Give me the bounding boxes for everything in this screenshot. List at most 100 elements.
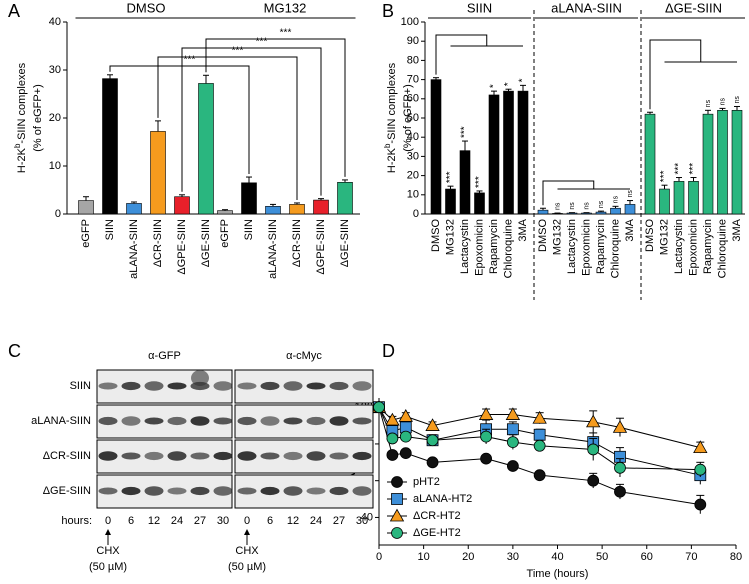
marker — [426, 434, 439, 447]
bar — [537, 209, 549, 215]
hour-label: 24 — [310, 515, 322, 527]
series-line — [378, 407, 701, 506]
x-tick-label: Rapamycin — [595, 219, 607, 274]
blot-band — [329, 416, 349, 426]
blot-band — [329, 486, 349, 496]
blot-band — [260, 486, 280, 496]
blot-band — [352, 417, 372, 425]
bracket — [205, 38, 346, 177]
bar — [78, 200, 94, 215]
bracket-label: *** — [232, 46, 244, 57]
hour-label: 27 — [194, 515, 206, 527]
bar — [445, 188, 456, 215]
x-tick-label: ΔGE-SIIN — [200, 219, 212, 267]
blot-strip — [234, 369, 374, 404]
comparison-bracket — [542, 180, 630, 206]
y-tick-label: 20 — [407, 170, 419, 182]
hour-label: 30 — [217, 515, 229, 527]
x-tick-label: 3MA — [731, 218, 743, 241]
blot-band — [352, 486, 372, 496]
panel-label: C — [8, 341, 21, 361]
x-tick-label: ΔCR-SIIN — [152, 219, 164, 267]
bar — [430, 79, 442, 215]
legend-marker — [391, 527, 403, 539]
y-tick-label: 90 — [407, 35, 419, 47]
x-tick-label: Chloroquine — [716, 219, 728, 278]
significance: ns — [554, 202, 561, 210]
legend-label: ΔGE-HT2 — [413, 527, 461, 539]
x-tick-label: 40 — [551, 551, 563, 563]
group-label: SIIN — [467, 0, 492, 15]
bar — [595, 211, 607, 215]
blot-band — [98, 382, 118, 390]
blot-strip — [234, 474, 374, 509]
hour-label: 24 — [171, 515, 183, 527]
y-tick-label: 70 — [407, 74, 419, 86]
blot-smudge — [191, 370, 209, 386]
y-tick-label: 40 — [49, 16, 61, 28]
bar — [503, 90, 514, 215]
bar — [217, 210, 233, 215]
x-tick-label: 80 — [730, 551, 742, 563]
marker — [506, 460, 519, 472]
legend-marker — [391, 493, 403, 505]
blot-band — [283, 486, 303, 496]
marker — [425, 418, 440, 431]
bar — [717, 110, 728, 215]
y-axis-label-part: -SIIN complexes — [16, 62, 28, 143]
x-tick-label: ΔCR-SIIN — [291, 219, 303, 267]
marker — [385, 412, 400, 426]
hours-label: hours: — [61, 515, 92, 527]
x-tick-label: eGFP — [80, 219, 92, 248]
marker — [587, 474, 600, 487]
blot-band — [167, 416, 187, 426]
x-tick-label: aLANA-SIIN — [128, 219, 140, 279]
blot-band — [98, 487, 118, 495]
significance: *** — [445, 171, 456, 183]
marker — [506, 423, 519, 436]
blot-band — [144, 451, 164, 461]
bracket-label: *** — [256, 37, 268, 48]
marker — [373, 401, 385, 414]
blot-band — [237, 487, 257, 495]
x-tick-label: ΔGPE-SIIN — [315, 219, 327, 275]
blot-band — [213, 417, 233, 425]
hour-label: 30 — [356, 515, 368, 527]
significance: *** — [460, 126, 471, 138]
series-line — [378, 406, 701, 449]
treatment-label: CHX — [235, 545, 259, 557]
significance: *** — [474, 176, 485, 188]
x-tick-label: 70 — [685, 551, 697, 563]
marker — [505, 407, 521, 420]
x-tick-label: 20 — [462, 551, 474, 563]
bracket — [157, 56, 298, 200]
arrow-head — [244, 529, 250, 535]
blot-band — [329, 452, 349, 460]
x-tick-label: DMSO — [537, 219, 549, 252]
bar — [673, 181, 685, 215]
blot-band — [352, 451, 372, 461]
blot-band — [98, 451, 118, 461]
marker — [612, 420, 628, 433]
group-label: MG132 — [264, 0, 307, 15]
significance: ns — [719, 98, 726, 106]
x-tick-label: DMSO — [644, 219, 656, 252]
blot-band — [237, 416, 257, 426]
x-tick-label: MG132 — [551, 219, 563, 255]
marker — [614, 461, 626, 474]
x-tick-label: 0 — [376, 551, 382, 563]
blot-band — [260, 381, 280, 391]
significance: ns — [598, 200, 605, 208]
hour-label: 0 — [105, 515, 111, 527]
x-tick-label: Lactacystin — [673, 219, 685, 274]
bar — [150, 131, 166, 215]
bar — [198, 83, 214, 215]
x-tick-label: 3MA — [624, 218, 636, 241]
blot-band — [121, 452, 141, 460]
significance: ns — [612, 195, 619, 203]
x-tick-label: SIIN — [243, 219, 255, 240]
bar — [644, 113, 656, 215]
marker — [399, 447, 412, 460]
x-tick-label: Rapamycin — [488, 219, 500, 274]
x-tick-label: Epoxomicin — [687, 219, 699, 276]
